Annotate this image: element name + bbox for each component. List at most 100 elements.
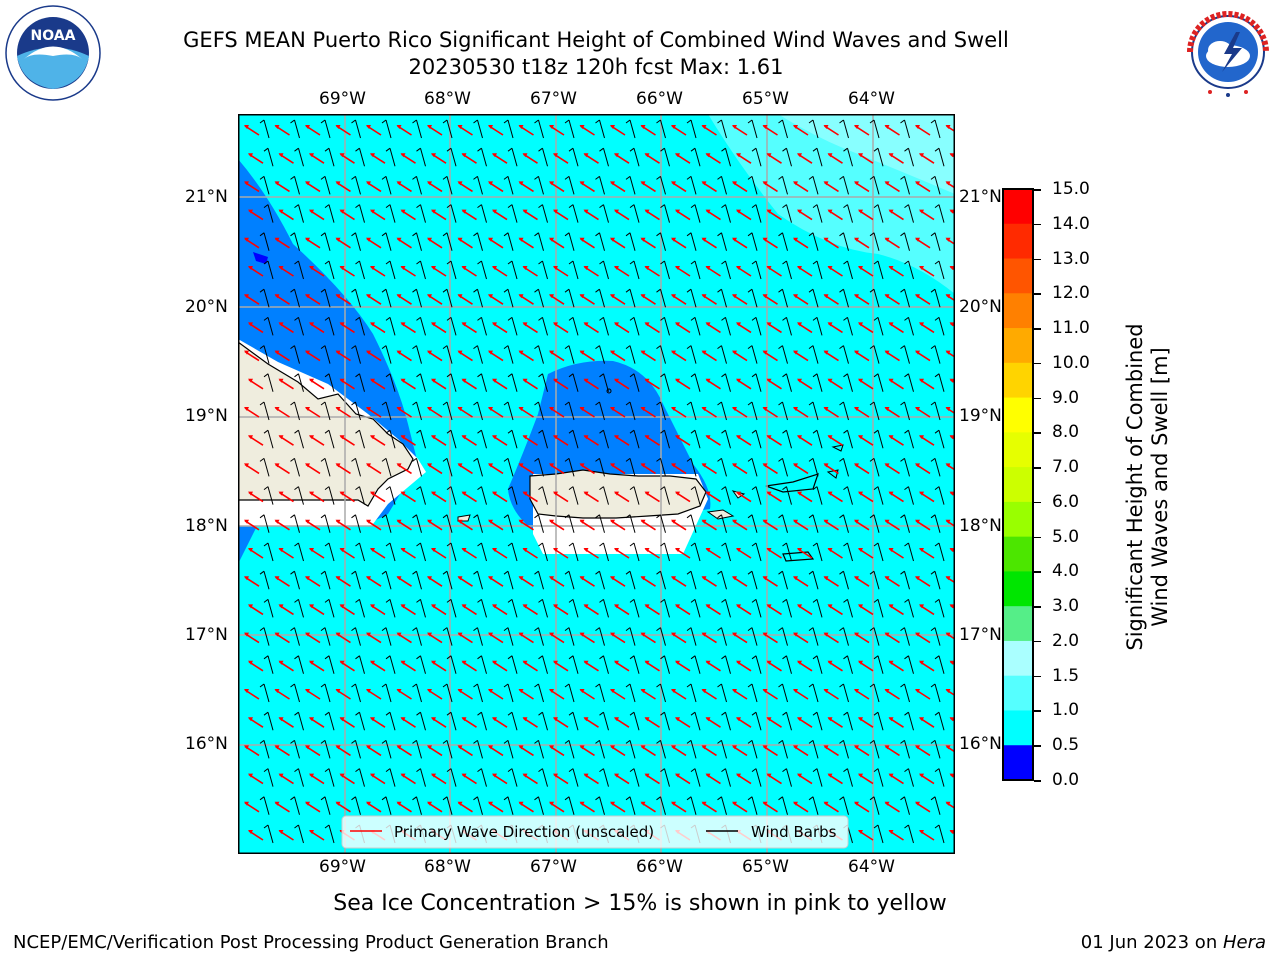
wave-direction-arrowhead xyxy=(339,209,345,214)
wind-barb xyxy=(446,542,457,562)
lon-label: 65°W xyxy=(742,89,789,109)
wind-barb xyxy=(324,373,335,392)
wind-barb xyxy=(843,147,853,167)
wind-barb xyxy=(934,824,945,844)
wave-direction-arrowhead xyxy=(614,773,619,778)
wave-direction-arrowhead xyxy=(457,801,463,806)
wave-direction-arrowhead xyxy=(949,209,955,214)
wave-direction-arrowhead xyxy=(610,294,615,299)
wind-barb xyxy=(442,570,453,590)
wind-barb xyxy=(599,147,609,167)
wave-direction-arrowhead xyxy=(797,153,802,158)
wave-direction-arrowhead xyxy=(488,576,493,581)
wind-barb xyxy=(873,711,884,731)
wave-direction-arrowhead xyxy=(274,407,280,411)
lat-label: 16°N xyxy=(185,734,228,754)
wave-direction-arrowhead xyxy=(278,378,284,383)
wind-barb xyxy=(808,232,819,251)
wave-direction-arrowhead xyxy=(461,266,467,270)
wind-barb xyxy=(294,542,304,562)
wind-barb xyxy=(446,768,457,787)
wind-barb xyxy=(629,429,640,449)
wave-zone-2-2p5 xyxy=(778,114,955,194)
wind-barb xyxy=(263,373,274,392)
wind-barb xyxy=(259,683,270,703)
wave-direction-arrowhead xyxy=(549,237,554,242)
footer-date: 01 Jun 2023 on Hera xyxy=(1080,932,1266,953)
wind-barb xyxy=(717,796,727,815)
wave-direction-arrowhead xyxy=(400,153,406,158)
wave-direction-arrowhead xyxy=(919,209,924,214)
wind-barb xyxy=(259,176,270,195)
wind-barb xyxy=(564,740,575,759)
wave-direction-arrowhead xyxy=(244,632,249,637)
wind-barb xyxy=(625,176,636,195)
wind-barb xyxy=(808,740,819,759)
wave-direction-arrowhead xyxy=(431,773,436,778)
wind-barb xyxy=(538,260,548,280)
wind-barb xyxy=(721,373,731,392)
wind-barb xyxy=(778,232,788,251)
wave-direction-arrowhead xyxy=(736,209,741,214)
wind-barb xyxy=(812,429,823,449)
wave-direction-arrowhead xyxy=(431,209,436,214)
wind-barb xyxy=(473,345,483,364)
wave-direction-arrowhead xyxy=(400,548,406,552)
wave-direction-arrowhead xyxy=(335,237,341,242)
wave-direction-arrowhead xyxy=(675,773,680,778)
wave-direction-arrowhead xyxy=(671,237,676,242)
wind-barb xyxy=(934,711,945,731)
wave-direction-arrowhead xyxy=(522,435,528,440)
wave-direction-arrowhead xyxy=(488,689,493,693)
wave-direction-arrowhead xyxy=(614,548,619,552)
wind-barb xyxy=(290,514,300,533)
wind-barb xyxy=(751,486,762,505)
wind-barb xyxy=(416,542,426,562)
wind-barb xyxy=(717,458,727,477)
wind-barb xyxy=(656,683,666,703)
wave-direction-arrowhead xyxy=(945,125,951,129)
wind-barb xyxy=(869,514,880,533)
wave-direction-arrowhead xyxy=(461,660,467,665)
wind-barb xyxy=(442,232,453,251)
wind-barb xyxy=(839,401,849,421)
wave-direction-arrowhead xyxy=(945,237,951,242)
wave-direction-arrowhead xyxy=(762,576,768,581)
wave-direction-arrowhead xyxy=(705,322,711,327)
wave-direction-arrowhead xyxy=(610,519,615,524)
wave-direction-arrowhead xyxy=(492,322,497,327)
wind-barb xyxy=(686,570,697,590)
wave-direction-arrowhead xyxy=(766,322,772,327)
wind-barb xyxy=(808,458,819,477)
wave-direction-arrowhead xyxy=(945,181,951,186)
wind-barb xyxy=(751,260,762,280)
colorbar-block xyxy=(1003,640,1033,677)
wind-barb xyxy=(717,288,727,308)
wave-direction-arrowhead xyxy=(518,689,524,693)
wave-direction-arrowhead xyxy=(274,745,280,750)
wave-direction-arrowhead xyxy=(949,773,955,778)
wave-direction-arrowhead xyxy=(549,463,554,468)
wind-barb xyxy=(416,768,426,787)
vector-field xyxy=(244,119,955,844)
wind-barb xyxy=(930,232,941,251)
wind-barb xyxy=(686,176,697,195)
wind-barb xyxy=(534,119,544,139)
wind-barb xyxy=(808,176,819,195)
wind-barb xyxy=(503,232,514,251)
wind-barb xyxy=(381,232,392,251)
wind-barb xyxy=(782,429,792,449)
wave-direction-arrowhead xyxy=(827,266,833,270)
wind-barb xyxy=(782,655,792,674)
colorbar-tick-label: 13.0 xyxy=(1052,248,1090,269)
legend-barb-label: Wind Barbs xyxy=(751,823,837,841)
wind-barb xyxy=(782,373,792,392)
wind-barb xyxy=(812,655,823,674)
wind-barb xyxy=(625,627,636,646)
wave-direction-arrowhead xyxy=(671,519,676,524)
wave-direction-arrowhead xyxy=(732,125,737,129)
wind-barb xyxy=(721,542,731,562)
wind-barb xyxy=(412,570,422,590)
wave-direction-arrowhead xyxy=(583,717,589,722)
wind-barb xyxy=(416,486,426,505)
